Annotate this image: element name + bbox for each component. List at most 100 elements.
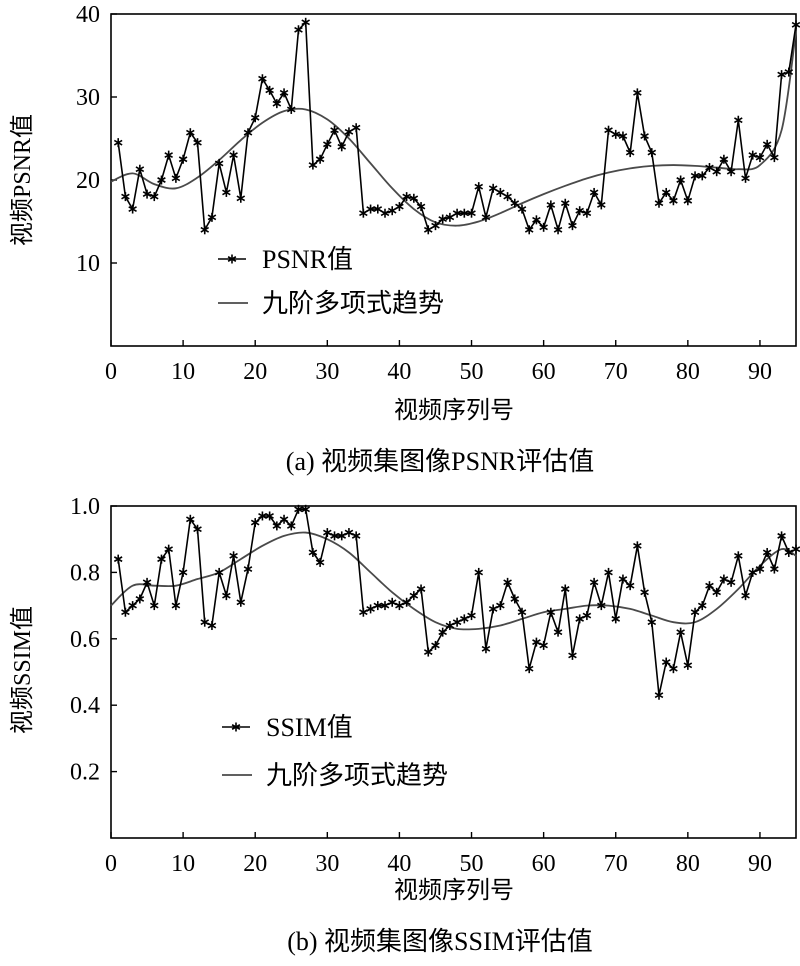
ssim-data-point [560,584,570,594]
ssim-data-point [395,601,404,611]
ssim-data-point [359,607,368,617]
psnr-x-tick-label: 0 [105,359,117,385]
ssim-data-point [207,621,217,631]
ssim-trend-line [110,531,797,631]
psnr-panel: 视频PSNR值 视频序列号 (a) 视频集图像PSNR评估值 PSNR值 九阶多… [9,2,800,476]
psnr-data-point [589,187,599,197]
ssim-data-point [279,514,289,524]
ssim-data-point [315,557,325,567]
psnr-data-point [568,221,577,231]
ssim-data-point [625,581,635,591]
ssim-data-point [149,601,159,611]
psnr-data-point [265,85,274,95]
psnr-data-point [344,127,354,137]
psnr-data-point [351,123,361,133]
psnr-data-point [460,208,469,218]
psnr-data-point [633,88,642,98]
ssim-data-point [503,577,512,587]
psnr-data-point [286,104,296,114]
psnr-data-point [640,131,649,141]
ssim-data-point [157,554,166,564]
ssim-data-point [344,528,354,538]
ssim-plot-frame [110,505,797,839]
psnr-data-point [387,206,397,216]
psnr-x-tick-label: 80 [676,359,700,385]
ssim-data-point [654,690,664,700]
ssim-data-point [301,504,310,514]
psnr-data-point [546,200,556,210]
ssim-y-tick-label: 0.8 [70,560,100,586]
ssim-data-point [135,594,145,604]
ssim-data-point [589,577,599,587]
ssim-y-tick-label: 1.0 [70,494,100,520]
psnr-data-point [784,67,794,77]
psnr-data-point [777,70,786,80]
ssim-data-point [734,551,743,561]
psnr-data-point [575,206,584,216]
psnr-data-point [683,196,693,206]
psnr-data-point [438,214,447,224]
ssim-data-point [676,627,685,637]
psnr-x-tick-label: 30 [315,359,339,385]
psnr-data-point [171,173,181,183]
ssim-data-point [496,601,505,611]
psnr-legend-label-0: PSNR值 [262,245,353,274]
ssim-data-point [402,597,411,607]
psnr-data-point [337,142,347,152]
ssim-data-point [517,607,527,617]
ssim-data-point [524,664,534,674]
ssim-x-tick-label: 30 [315,851,339,877]
psnr-data-point [618,131,628,141]
ssim-x-tick-label: 10 [171,851,195,877]
psnr-data-point [481,212,491,222]
ssim-x-axis-label: 视频序列号 [394,877,514,904]
psnr-y-tick-label: 10 [76,251,100,277]
psnr-data-point [611,129,621,139]
psnr-data-point [200,225,210,235]
psnr-data-point [496,187,505,197]
ssim-data-point [488,604,498,614]
ssim-data-point [460,614,469,624]
psnr-data-point [308,160,318,170]
psnr-data-point [532,215,541,225]
psnr-x-tick-label: 20 [243,359,267,385]
ssim-data-point [510,594,520,604]
ssim-legend: SSIM值 九阶多项式趋势 [222,713,448,790]
psnr-data-point [301,17,310,27]
ssim-x-tick-label: 20 [243,851,267,877]
psnr-data-point [330,125,339,135]
ssim-data-point [690,607,700,617]
psnr-data-point [135,164,145,174]
ssim-data-point [726,577,736,587]
ssim-data-point [222,591,231,601]
psnr-data-point [272,99,282,109]
ssim-data-point [409,591,419,601]
psnr-data-point [748,150,758,160]
psnr-data-point [359,208,368,218]
ssim-x-tick-label: 90 [748,851,772,877]
ssim-data-point [272,521,282,531]
ssim-x-tick-label: 80 [676,851,700,877]
psnr-data-point [121,192,130,202]
ssim-data-point [186,514,195,524]
ssim-data-point [351,531,361,541]
psnr-data-point [539,222,548,232]
psnr-legend-label-1: 九阶多项式趋势 [262,289,444,318]
psnr-data-point [553,225,563,235]
ssim-data-line [117,508,797,696]
ssim-data-point [236,597,246,607]
psnr-data-point [236,193,246,203]
psnr-data-point [431,221,440,231]
ssim-data-point [661,657,671,667]
psnr-data-point [625,148,635,158]
psnr-data-point [409,193,419,203]
psnr-data-point [654,198,664,208]
ssim-data-point [741,591,750,601]
psnr-data-point [128,204,137,214]
ssim-data-point [611,614,621,624]
psnr-x-tick-label: 60 [532,359,556,385]
psnr-data-point [250,113,260,123]
psnr-data-point [647,148,657,158]
ssim-data-point [647,617,657,627]
